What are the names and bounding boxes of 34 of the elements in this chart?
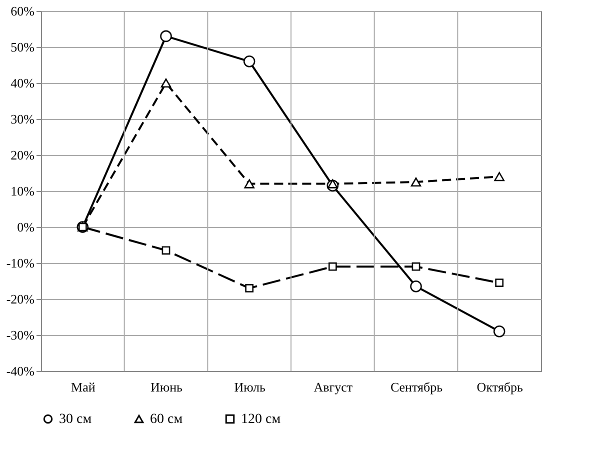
legend-label: 120 см bbox=[241, 412, 281, 427]
point bbox=[162, 246, 170, 255]
y-tick-label: -10% bbox=[6, 256, 35, 270]
x-tick-label: Июнь bbox=[150, 380, 183, 394]
point bbox=[412, 262, 420, 271]
point bbox=[410, 280, 422, 292]
y-tick-label: 30% bbox=[10, 112, 35, 126]
point bbox=[328, 179, 338, 188]
point bbox=[245, 284, 254, 292]
x-tick-label: Июль bbox=[234, 380, 266, 394]
y-tick-label: -40% bbox=[6, 364, 35, 378]
point bbox=[160, 30, 172, 42]
legend-label: 30 см bbox=[59, 412, 92, 427]
y-tick-label: 60% bbox=[10, 4, 35, 18]
point bbox=[328, 262, 337, 271]
y-tick-label: -30% bbox=[6, 328, 35, 342]
point bbox=[410, 177, 422, 187]
x-tick-label: Май bbox=[71, 380, 96, 394]
point bbox=[495, 278, 504, 287]
y-tick-label: 10% bbox=[10, 184, 35, 198]
point bbox=[243, 56, 256, 68]
point bbox=[494, 172, 504, 182]
y-tick-label: 20% bbox=[10, 148, 35, 162]
point bbox=[244, 179, 254, 188]
y-tick-label: 40% bbox=[10, 76, 35, 90]
point bbox=[160, 78, 172, 88]
x-tick-label: Август bbox=[314, 380, 353, 394]
point bbox=[493, 326, 506, 338]
y-tick-label: -20% bbox=[6, 292, 35, 306]
x-tick-label: Октябрь bbox=[476, 380, 523, 394]
y-tick-label: 50% bbox=[10, 40, 35, 54]
legend-label: 60 см bbox=[150, 412, 183, 427]
y-tick-label: 0% bbox=[17, 220, 35, 234]
x-tick-label: Сентябрь bbox=[390, 380, 443, 394]
